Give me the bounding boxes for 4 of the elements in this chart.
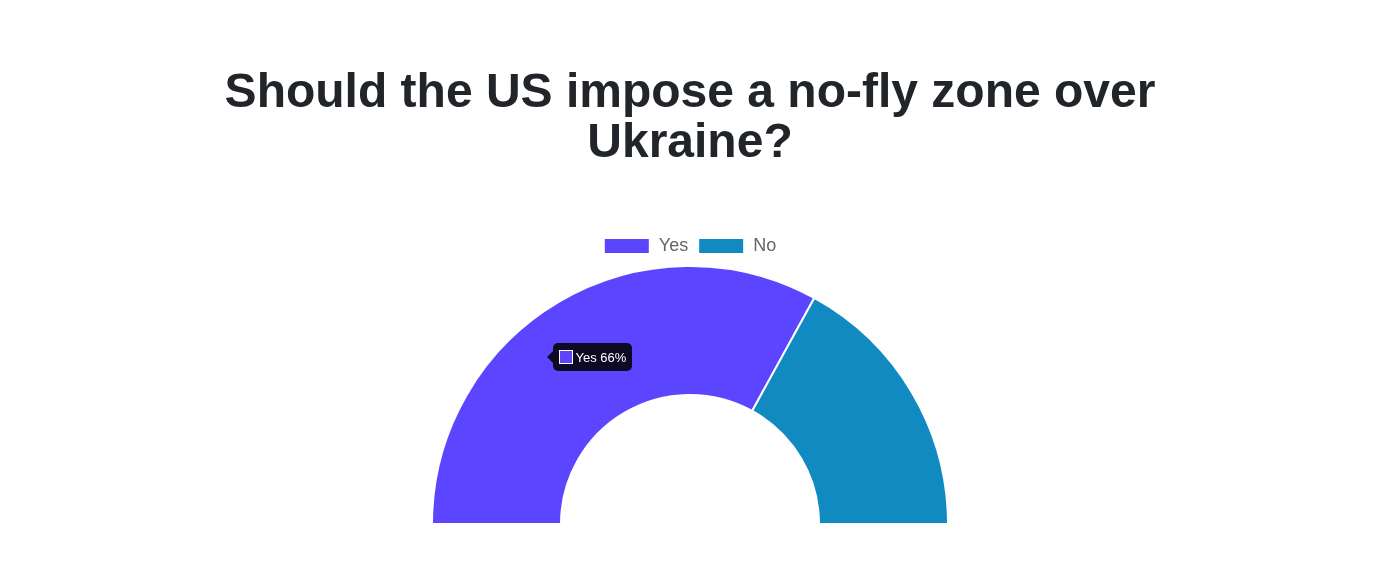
legend-label: No (753, 234, 777, 255)
legend-label: Yes (658, 234, 689, 255)
chart-title: Should the US impose a no-fly zone over Ukraine? (223, 64, 1157, 167)
tooltip: Yes 66% (546, 343, 633, 372)
